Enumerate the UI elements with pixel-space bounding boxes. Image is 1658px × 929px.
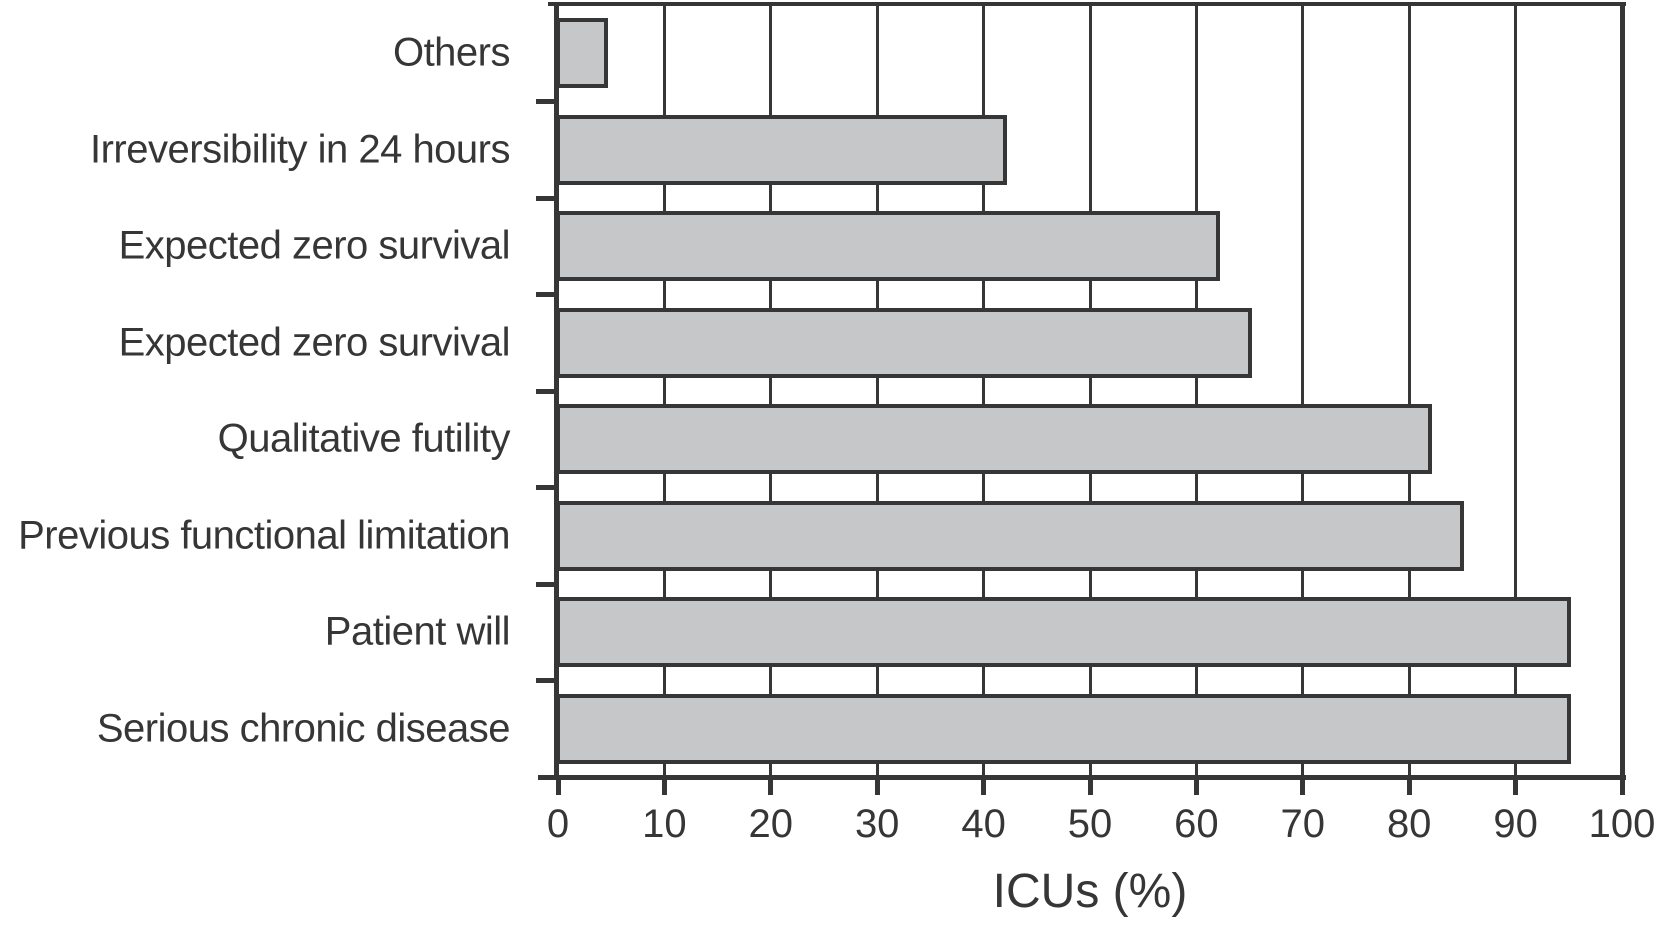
bar-irreversibility-in-24-hours (556, 114, 1007, 185)
gridline-x-80 (1407, 5, 1411, 777)
gridline-x-40 (982, 5, 986, 777)
x-tick-label-20: 20 (748, 802, 794, 846)
bar-serious-chronic-disease (556, 693, 1571, 764)
bar-others (556, 18, 608, 89)
gridline-x-50 (1088, 5, 1092, 777)
x-axis-tick-40 (981, 775, 987, 795)
x-tick-label-40: 40 (961, 802, 1006, 846)
bar-expected-zero-survival (556, 307, 1252, 378)
x-axis-tick-50 (1087, 775, 1093, 795)
x-axis-title: ICUs (%) (992, 865, 1188, 918)
x-axis-tick-20 (768, 775, 774, 795)
x-axis-tick-70 (1300, 775, 1306, 795)
y-axis-tick (536, 485, 556, 490)
category-label: Expected zero survival (118, 223, 511, 268)
x-axis-tick-90 (1513, 775, 1519, 795)
x-tick-label-50: 50 (1067, 802, 1113, 846)
y-axis-line (554, 2, 559, 780)
x-tick-label-70: 70 (1280, 802, 1326, 846)
x-tick-label-60: 60 (1174, 802, 1219, 846)
x-tick-label-90: 90 (1493, 802, 1538, 846)
x-tick-label-100: 100 (1588, 802, 1656, 846)
y-axis-tick (536, 678, 556, 683)
category-label: Previous functional limitation (18, 513, 510, 558)
category-label: Irreversibility in 24 hours (90, 127, 511, 172)
plot-top-border (548, 2, 1626, 6)
category-label: Serious chronic disease (96, 706, 511, 751)
y-axis-tick (536, 292, 556, 297)
x-axis-tick-60 (1193, 775, 1199, 795)
y-axis-tick (536, 99, 556, 104)
gridline-x-70 (1301, 5, 1305, 777)
bar-previous-functional-limitation (556, 500, 1465, 571)
x-axis-tick-0 (555, 775, 561, 795)
category-label: Others (392, 30, 511, 75)
category-label: Expected zero survival (118, 320, 511, 365)
bar-qualitative-futility (556, 404, 1433, 475)
gridline-x-60 (1194, 5, 1198, 777)
x-tick-label-30: 30 (854, 802, 900, 846)
x-axis-tick-10 (661, 775, 667, 795)
x-axis-line (538, 775, 1626, 780)
x-tick-label-80: 80 (1386, 802, 1432, 846)
y-axis-tick (536, 388, 556, 394)
category-label: Qualitative futility (217, 416, 511, 461)
category-label: Patient will (324, 609, 511, 654)
y-axis-tick (536, 581, 556, 587)
x-axis-tick-80 (1406, 775, 1412, 795)
x-tick-label-0: 0 (546, 802, 570, 846)
x-tick-label-10: 10 (642, 802, 687, 846)
gridline-x-20 (769, 5, 773, 777)
gridline-x-30 (875, 5, 879, 777)
y-axis-tick (536, 195, 556, 201)
plot-right-border (1620, 2, 1625, 780)
x-axis-tick-100 (1619, 775, 1625, 795)
bar-expected-zero-survival (556, 211, 1220, 282)
x-axis-tick-30 (874, 775, 880, 795)
gridline-x-90 (1514, 5, 1518, 777)
gridline-x-10 (662, 5, 666, 777)
bar-patient-will (556, 597, 1571, 668)
